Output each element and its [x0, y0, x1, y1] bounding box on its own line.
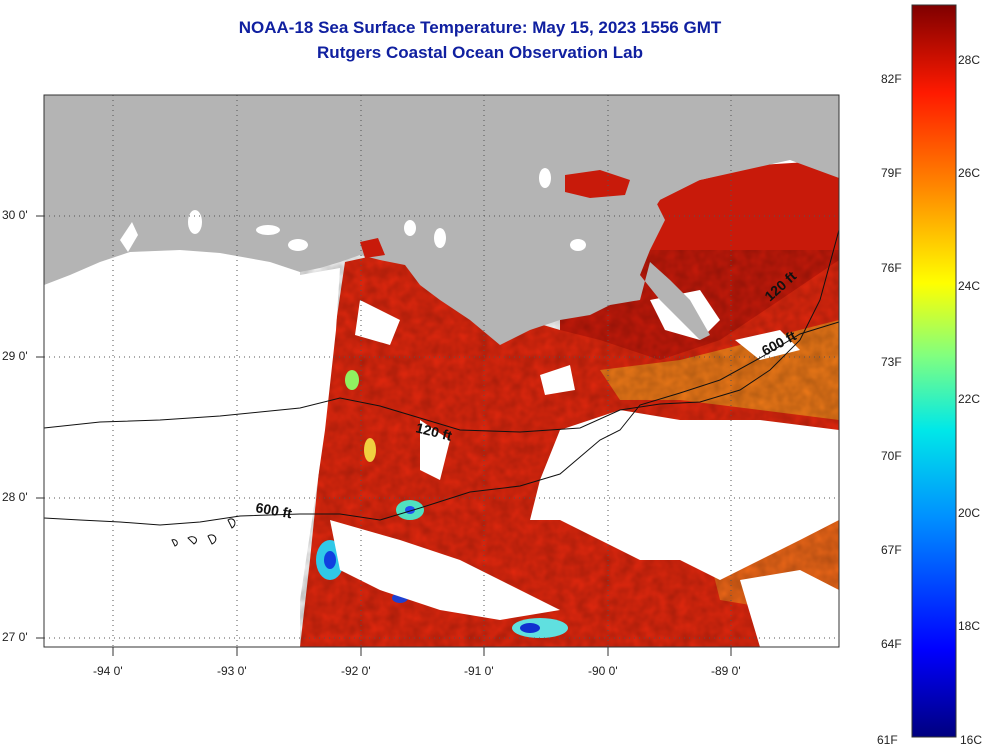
lon-label-91: -91 0' — [464, 664, 494, 678]
sst-delta-east — [660, 176, 730, 240]
lat-label-30: 30 0' — [2, 208, 28, 222]
lon-label-90: -90 0' — [588, 664, 618, 678]
cb-c-28: 28C — [958, 53, 981, 67]
lon-label-92: -92 0' — [341, 664, 371, 678]
graticule — [44, 95, 839, 647]
colorbar — [911, 4, 957, 738]
inland-water — [120, 168, 586, 252]
contour-label-600-west: 600 ft — [254, 499, 293, 521]
cb-f-76: 76F — [881, 261, 902, 275]
contour-120ft — [44, 229, 839, 433]
sst-field — [44, 95, 839, 647]
frame-ticks — [36, 215, 732, 656]
map-frame — [43, 94, 840, 648]
cb-c-24: 24C — [958, 279, 981, 293]
lat-label-27: 27 0' — [2, 630, 28, 644]
bathymetry-contours — [44, 229, 839, 547]
lat-label-28: 28 0' — [2, 490, 28, 504]
cb-c-22: 22C — [958, 392, 981, 406]
land-mass — [44, 95, 839, 345]
sst-inland-bay — [565, 170, 630, 198]
cb-f-73: 73F — [881, 355, 902, 369]
title-line-2: Rutgers Coastal Ocean Observation Lab — [317, 43, 643, 62]
cb-f-64: 64F — [881, 637, 902, 651]
cb-f-79: 79F — [881, 166, 902, 180]
cb-f-61: 61F — [877, 733, 898, 747]
cb-c-16: 16C — [960, 733, 983, 747]
lat-label-29: 29 0' — [2, 349, 28, 363]
cb-c-18: 18C — [958, 619, 981, 633]
lon-label-89: -89 0' — [711, 664, 741, 678]
cb-f-67: 67F — [881, 543, 902, 557]
lon-label-94: -94 0' — [93, 664, 123, 678]
sst-inland-lake — [360, 238, 385, 258]
lon-label-93: -93 0' — [217, 664, 247, 678]
cb-f-82: 82F — [881, 72, 902, 86]
cool-patches — [316, 370, 568, 638]
cloud-mask — [44, 240, 839, 647]
contour-600ft — [44, 321, 839, 526]
title-line-1: NOAA-18 Sea Surface Temperature: May 15,… — [238, 18, 722, 37]
cb-f-70: 70F — [881, 449, 902, 463]
cb-c-26: 26C — [958, 166, 981, 180]
cb-c-20: 20C — [958, 506, 981, 520]
